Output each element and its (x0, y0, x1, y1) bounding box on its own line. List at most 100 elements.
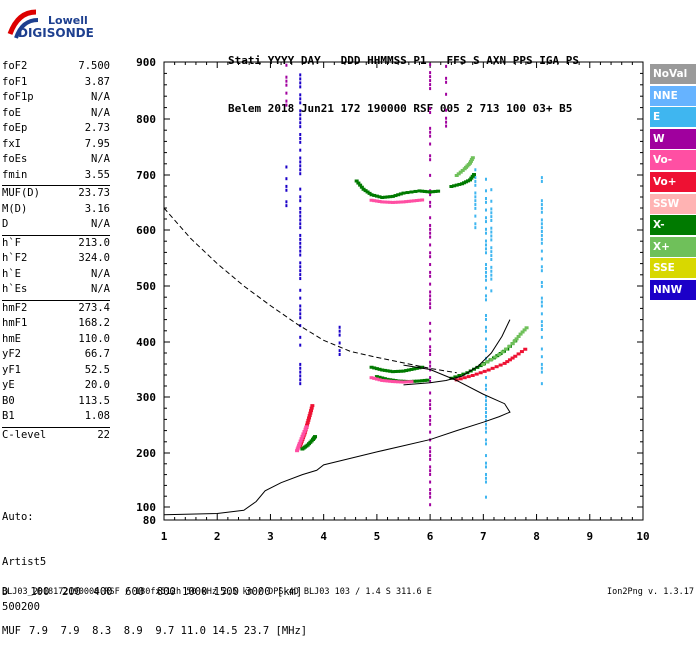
echo-point (285, 177, 287, 180)
echo-point (474, 199, 476, 202)
echo-point (339, 341, 341, 344)
echo-point (429, 224, 431, 227)
echo-point (485, 220, 487, 223)
echo-point (429, 263, 431, 266)
echo-point (541, 312, 543, 315)
echo-point (485, 267, 487, 270)
echo-point (299, 164, 301, 167)
echo-trace-point (485, 361, 489, 364)
x-tick-label: 4 (320, 530, 327, 543)
echo-trace-point (525, 326, 529, 329)
echo-point (541, 222, 543, 225)
echo-point (429, 415, 431, 418)
echo-point (490, 238, 492, 241)
echo-point (541, 367, 543, 370)
echo-point (429, 251, 431, 254)
echo-point (429, 431, 431, 434)
echo-point (429, 488, 431, 491)
y-tick-label: 80 (143, 514, 156, 527)
y-tick-label: 100 (136, 501, 156, 514)
echo-point (490, 227, 492, 230)
echo-point (485, 209, 487, 212)
echo-point (485, 228, 487, 231)
echo-point (299, 374, 301, 377)
echo-point (299, 261, 301, 264)
echo-trace-point (491, 367, 495, 370)
echo-point (541, 238, 543, 241)
echo-point (285, 80, 287, 83)
y-tick-label: 400 (136, 336, 156, 349)
echo-point (485, 247, 487, 250)
echo-point (429, 158, 431, 161)
echo-trace-point (479, 371, 483, 374)
y-tick-label: 900 (136, 56, 156, 69)
echo-point (299, 109, 301, 112)
echo-point (299, 160, 301, 163)
echo-point (429, 361, 431, 364)
echo-point (429, 419, 431, 422)
echo-point (445, 81, 447, 84)
echo-point (299, 289, 301, 292)
echo-trace-point (413, 190, 417, 193)
echo-point (429, 79, 431, 82)
echo-point (429, 232, 431, 235)
echo-point (299, 344, 301, 347)
scaled-trace-line (404, 320, 510, 385)
plot-frame (164, 62, 643, 520)
echo-point (429, 469, 431, 472)
echo-point (429, 87, 431, 90)
echo-trace-point (471, 374, 475, 377)
echo-point (299, 378, 301, 381)
echo-point (299, 121, 301, 124)
echo-point (429, 365, 431, 368)
echo-point (429, 236, 431, 239)
echo-point (429, 283, 431, 286)
echo-point (485, 243, 487, 246)
echo-point (485, 415, 487, 418)
echo-point (299, 168, 301, 171)
echo-point (541, 363, 543, 366)
echo-point (485, 345, 487, 348)
echo-point (485, 279, 487, 282)
echo-point (474, 207, 476, 210)
echo-point (541, 218, 543, 221)
echo-point (429, 399, 431, 402)
echo-point (541, 281, 543, 284)
echo-point (541, 324, 543, 327)
echo-point (299, 273, 301, 276)
echo-point (285, 165, 287, 168)
echo-point (339, 353, 341, 356)
echo-point (299, 242, 301, 245)
echo-point (541, 211, 543, 214)
echo-trace-point (475, 373, 479, 376)
echo-point (485, 178, 487, 181)
echo-point (490, 207, 492, 210)
echo-point (429, 338, 431, 341)
echo-point (490, 250, 492, 253)
echo-point (541, 242, 543, 245)
echo-point (490, 215, 492, 218)
echo-point (485, 189, 487, 192)
echo-point (485, 399, 487, 402)
echo-point (485, 349, 487, 352)
echo-point (541, 297, 543, 300)
x-tick-label: 6 (427, 530, 434, 543)
echo-point (474, 215, 476, 218)
echo-point (485, 477, 487, 480)
muf-values: 7.9 7.9 8.3 8.9 9.7 11.0 14.5 23.7 [MHz] (29, 625, 307, 637)
echo-point (429, 75, 431, 78)
echo-point (490, 278, 492, 281)
echo-point (299, 367, 301, 370)
echo-point (490, 231, 492, 234)
echo-trace-point (493, 356, 497, 359)
echo-point (485, 438, 487, 441)
muf-label: MUF (2, 625, 21, 637)
echo-point (299, 125, 301, 128)
echo-trace-point (472, 173, 476, 176)
echo-point (429, 407, 431, 410)
echo-point (490, 254, 492, 257)
echo-point (485, 197, 487, 200)
echo-point (299, 93, 301, 96)
echo-point (429, 228, 431, 231)
x-tick-label: 9 (586, 530, 593, 543)
